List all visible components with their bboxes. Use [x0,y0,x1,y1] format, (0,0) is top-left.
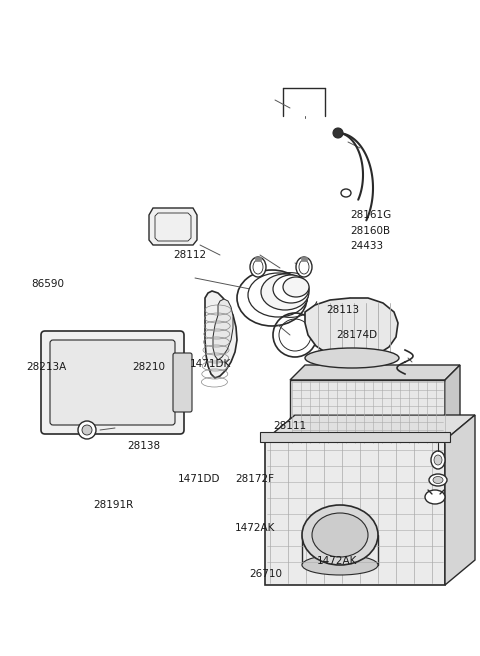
Ellipse shape [429,474,447,486]
Text: 28160B: 28160B [350,226,391,236]
FancyBboxPatch shape [173,353,192,412]
Ellipse shape [305,348,399,368]
Text: 28161G: 28161G [350,210,392,220]
Polygon shape [213,299,233,360]
Polygon shape [445,415,475,585]
FancyBboxPatch shape [41,331,184,434]
FancyBboxPatch shape [50,340,175,425]
Text: 28112: 28112 [173,249,206,260]
Ellipse shape [78,421,96,439]
Text: 28174D: 28174D [336,329,377,340]
Ellipse shape [425,490,445,504]
Text: 28213A: 28213A [26,362,67,373]
Polygon shape [265,415,475,440]
Polygon shape [149,208,197,245]
Ellipse shape [296,257,312,277]
FancyBboxPatch shape [290,380,445,445]
Ellipse shape [302,505,378,565]
FancyBboxPatch shape [260,432,450,442]
Ellipse shape [341,189,351,197]
Polygon shape [290,365,460,380]
Ellipse shape [248,273,308,317]
Ellipse shape [253,260,263,274]
Text: 1472AK: 1472AK [317,556,357,566]
Polygon shape [445,365,460,445]
Ellipse shape [312,513,368,557]
Text: 28111: 28111 [274,421,307,432]
Text: 28113: 28113 [326,305,360,316]
Ellipse shape [82,425,92,435]
Text: 1471DD: 1471DD [178,474,220,484]
Ellipse shape [302,555,378,575]
Ellipse shape [434,455,442,465]
Text: 26710: 26710 [250,569,283,579]
Ellipse shape [273,275,309,303]
Ellipse shape [333,128,343,138]
Ellipse shape [299,260,309,274]
Text: 1471DK: 1471DK [190,359,231,369]
Ellipse shape [431,451,445,469]
FancyBboxPatch shape [255,257,261,261]
FancyBboxPatch shape [301,257,307,261]
Text: 28172F: 28172F [235,474,274,484]
Text: 28191R: 28191R [94,500,134,510]
FancyBboxPatch shape [265,440,445,585]
Polygon shape [305,298,398,358]
Polygon shape [205,291,237,378]
Ellipse shape [250,257,266,277]
Ellipse shape [433,476,443,483]
Text: 24433: 24433 [350,241,384,251]
Text: 28210: 28210 [132,362,165,373]
Ellipse shape [283,277,309,297]
Text: 28138: 28138 [127,441,160,451]
Ellipse shape [261,274,309,310]
Text: 86590: 86590 [31,279,64,289]
Text: 1472AK: 1472AK [235,523,276,533]
